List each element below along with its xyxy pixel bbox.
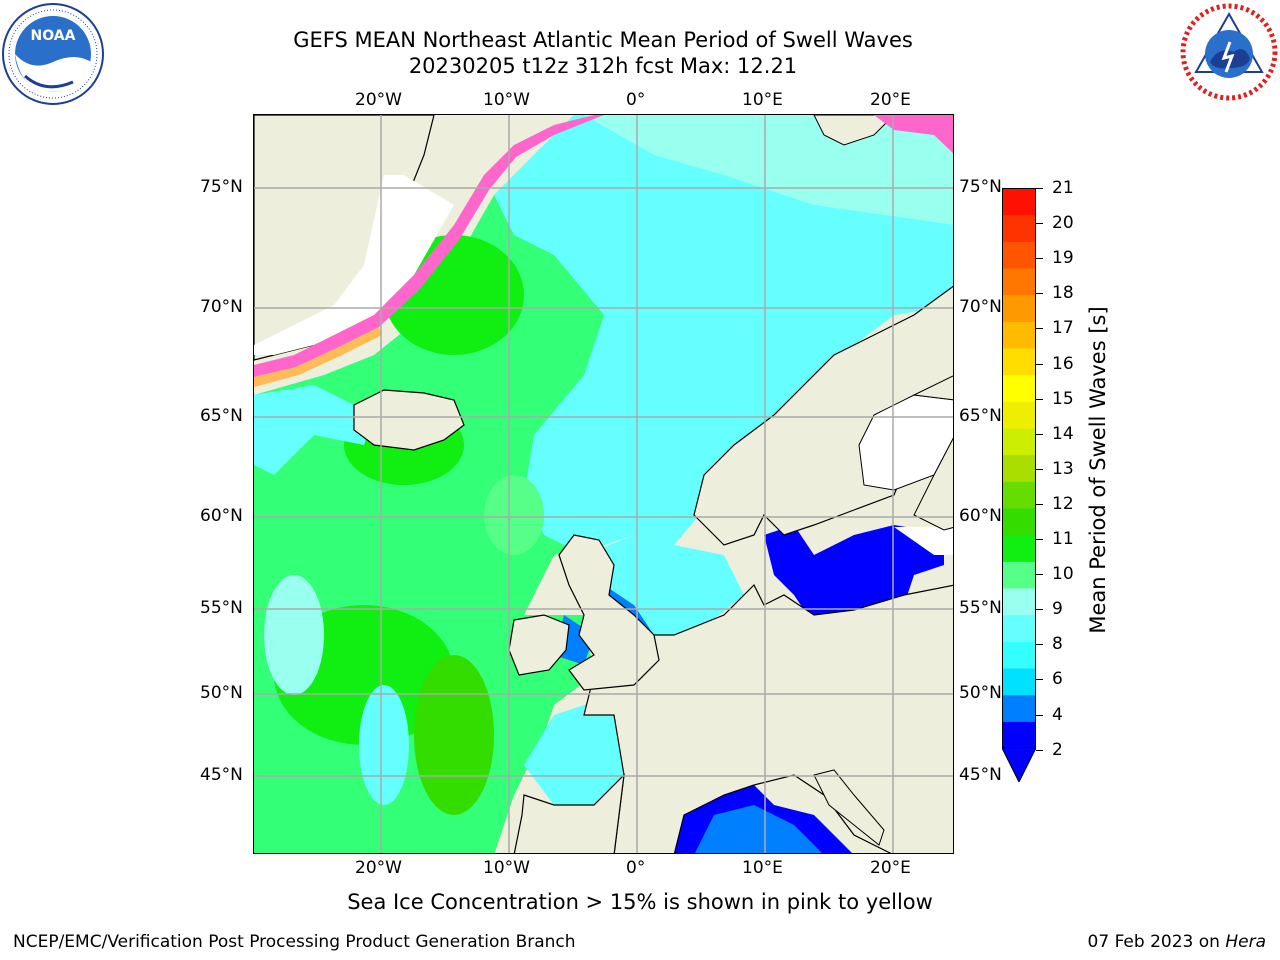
colorbar-tick-label: 18 [1052, 283, 1074, 304]
colorbar [1002, 188, 1036, 782]
colorbar-tick-label: 11 [1052, 529, 1074, 549]
colorbar-label: Mean Period of Swell Waves [s] [1086, 306, 1110, 634]
colorbar-swatch [1002, 561, 1036, 589]
lon-label-bottom: 20°W [355, 858, 402, 878]
colorbar-tick-label: 12 [1052, 493, 1074, 514]
footer-date-text: 07 Feb 2023 on [1087, 932, 1226, 952]
lat-label-right: 45°N [959, 765, 1002, 785]
colorbar-tick-mark [1036, 258, 1043, 260]
lat-label-left: 75°N [200, 177, 243, 197]
colorbar-tick-label: 17 [1052, 318, 1074, 339]
colorbar-tick-mark [1036, 223, 1043, 225]
lon-label-top: 20°E [870, 90, 911, 110]
colorbar-swatch [1002, 668, 1036, 696]
colorbar-tick-label: 8 [1052, 634, 1063, 655]
colorbar-swatch [1002, 294, 1036, 322]
lat-label-right: 50°N [959, 683, 1002, 703]
lon-label-bottom: 10°W [483, 858, 530, 878]
lon-label-top: 10°E [742, 90, 783, 110]
lat-label-right: 65°N [959, 406, 1002, 426]
lat-label-left: 55°N [200, 598, 243, 618]
colorbar-swatch [1002, 614, 1036, 642]
colorbar-extend-triangle [1002, 747, 1036, 782]
footer-credit: NCEP/EMC/Verification Post Processing Pr… [13, 932, 576, 952]
colorbar-swatch [1002, 348, 1036, 376]
colorbar-tick-label: 15 [1052, 388, 1074, 409]
colorbar-swatch [1002, 401, 1036, 429]
colorbar-swatch [1002, 641, 1036, 669]
lat-label-left: 70°N [200, 297, 243, 317]
colorbar-tick-mark [1036, 539, 1043, 540]
colorbar-swatch [1002, 534, 1036, 562]
colorbar-tick-mark [1036, 609, 1043, 611]
map-grid [254, 115, 953, 853]
colorbar-tick-mark [1036, 714, 1043, 716]
colorbar-tick-label: 21 [1052, 178, 1074, 198]
colorbar-tick-label: 19 [1052, 248, 1074, 269]
colorbar-swatch [1002, 428, 1036, 456]
colorbar-swatch [1002, 321, 1036, 349]
colorbar-swatch [1002, 241, 1036, 269]
noaa-logo-icon: NOAA [2, 3, 104, 105]
colorbar-swatch [1002, 374, 1036, 402]
colorbar-tick-mark [1036, 398, 1043, 400]
colorbar-frame [1002, 188, 1036, 748]
colorbar-swatch [1002, 481, 1036, 509]
colorbar-tick-label: 20 [1052, 213, 1074, 234]
colorbar-tick-mark [1036, 749, 1043, 751]
lon-label-bottom: 10°E [742, 858, 783, 878]
lat-label-left: 65°N [200, 406, 243, 426]
sea-ice-note: Sea Ice Concentration > 15% is shown in … [347, 890, 933, 914]
lat-label-right: 60°N [959, 506, 1002, 526]
colorbar-tick-label: 13 [1052, 458, 1074, 479]
colorbar-tick-label: 6 [1052, 669, 1063, 690]
lon-label-top: 0° [626, 90, 646, 110]
colorbar-swatch [1002, 188, 1036, 216]
colorbar-tick-label: 10 [1052, 564, 1074, 585]
colorbar-tick-mark [1036, 433, 1043, 435]
lat-label-right: 70°N [959, 297, 1002, 317]
colorbar-tick-label: 4 [1052, 704, 1063, 725]
colorbar-tick-mark [1036, 363, 1043, 365]
colorbar-tick-label: 9 [1052, 599, 1063, 620]
lat-label-right: 55°N [959, 598, 1002, 618]
nws-logo-icon [1180, 3, 1278, 101]
colorbar-tick-mark [1036, 293, 1043, 295]
colorbar-tick-label: 14 [1052, 423, 1074, 444]
lon-label-bottom: 20°E [870, 858, 911, 878]
chart-subtitle: 20230205 t12z 312h fcst Max: 12.21 [408, 54, 798, 78]
colorbar-swatch [1002, 268, 1036, 296]
lon-label-top: 20°W [355, 90, 402, 110]
colorbar-tick-mark [1036, 468, 1043, 470]
colorbar-swatch [1002, 454, 1036, 482]
colorbar-swatch [1002, 588, 1036, 616]
colorbar-tick-mark [1036, 328, 1043, 330]
lon-label-top: 10°W [483, 90, 530, 110]
lat-label-left: 60°N [200, 506, 243, 526]
noaa-logo-text: NOAA [31, 28, 76, 44]
colorbar-tick-mark [1036, 679, 1043, 681]
colorbar-tick-mark [1036, 503, 1043, 505]
colorbar-swatch [1002, 721, 1036, 749]
chart-title: GEFS MEAN Northeast Atlantic Mean Period… [293, 28, 913, 52]
lon-label-bottom: 0° [626, 858, 646, 878]
lat-label-left: 45°N [200, 765, 243, 785]
colorbar-tick-mark [1036, 188, 1043, 189]
swell-period-map [254, 115, 953, 853]
colorbar-swatch [1002, 694, 1036, 722]
footer-machine: Hera [1225, 932, 1266, 952]
map-area[interactable] [253, 114, 954, 854]
lat-label-left: 50°N [200, 683, 243, 703]
colorbar-tick-mark [1036, 574, 1043, 576]
colorbar-swatch [1002, 508, 1036, 536]
colorbar-swatch [1002, 214, 1036, 242]
lat-label-right: 75°N [959, 177, 1002, 197]
colorbar-tick-mark [1036, 644, 1043, 646]
footer-date: 07 Feb 2023 on Hera [1088, 932, 1266, 952]
colorbar-tick-label: 16 [1052, 353, 1074, 374]
colorbar-tick-label: 2 [1052, 739, 1063, 760]
